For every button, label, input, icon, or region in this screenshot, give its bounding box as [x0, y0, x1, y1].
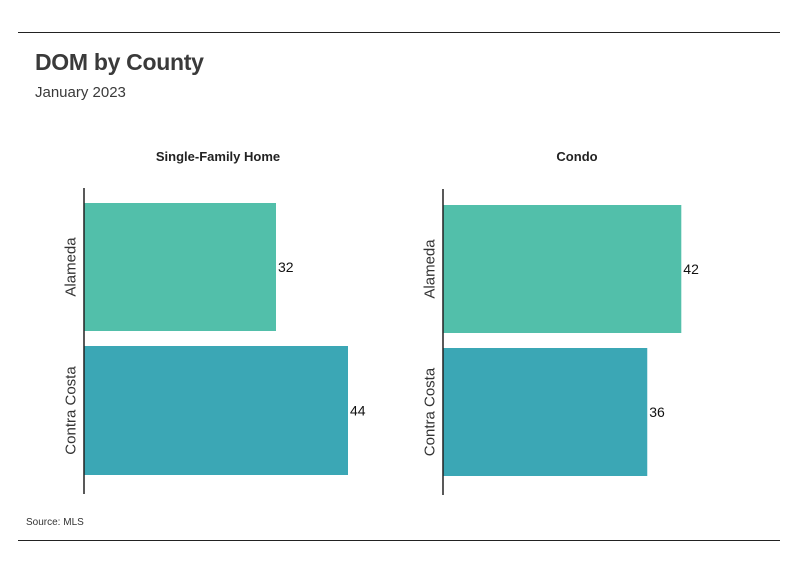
source-note: Source: MLS	[26, 517, 84, 528]
value-label-contra-costa: 44	[350, 403, 366, 419]
value-label-contra-costa: 36	[649, 404, 665, 420]
value-label-alameda: 42	[683, 261, 699, 277]
category-label-contra-costa: Contra Costa	[63, 366, 80, 455]
category-label-alameda: Alameda	[63, 237, 80, 297]
bar-contra-costa	[84, 346, 348, 475]
panel-title: Condo	[556, 149, 597, 164]
panel-single-family-home: Single-Family Home 32 Alameda 44 Contra Cost…	[63, 149, 366, 494]
bar-alameda	[84, 203, 276, 331]
category-label-alameda: Alameda	[422, 239, 439, 299]
category-label-contra-costa: Contra Costa	[422, 367, 439, 456]
chart-subtitle: January 2023	[35, 84, 126, 101]
value-label-alameda: 32	[278, 259, 294, 275]
top-rule	[18, 32, 780, 33]
bar-contra-costa	[443, 348, 648, 476]
bottom-rule	[18, 540, 780, 541]
chart-title: DOM by County	[35, 49, 204, 75]
panel-condo: Condo 42 Alameda 36 Contra Costa	[422, 149, 699, 495]
panel-title: Single-Family Home	[156, 149, 280, 164]
bar-alameda	[443, 205, 682, 333]
